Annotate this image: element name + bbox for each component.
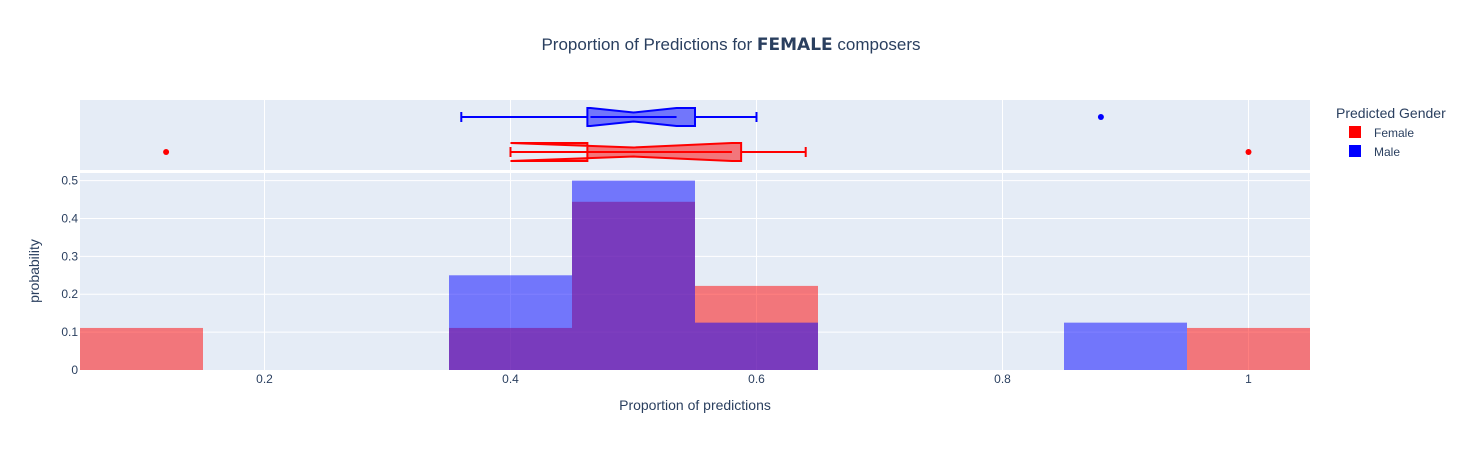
x-axis-title: Proportion of predictions — [619, 397, 771, 413]
legend: Predicted Gender Female Male — [1336, 105, 1446, 159]
hist-bar-female-4 — [1187, 327, 1310, 370]
x-tick-labels: 0.2 0.4 0.6 0.8 1 — [256, 372, 1252, 386]
x-tick-label: 0.6 — [748, 372, 765, 386]
hist-bar-male-2 — [695, 322, 818, 370]
hist-bar-male-0 — [449, 275, 572, 370]
hist-bar-male-3 — [1064, 322, 1187, 370]
box-outlier-female-1 — [1245, 149, 1252, 155]
x-tick-label: 1 — [1245, 372, 1252, 386]
box-outlier-male-0 — [1097, 114, 1104, 120]
legend-label-male: Male — [1374, 145, 1400, 159]
box-grid — [264, 100, 1249, 170]
y-tick-label: 0.2 — [61, 287, 78, 301]
y-tick-label: 0.3 — [61, 249, 78, 263]
chart-title-suffix: composers — [833, 35, 921, 54]
legend-swatch-female — [1349, 126, 1361, 138]
legend-title: Predicted Gender — [1336, 105, 1446, 121]
box-male — [460, 107, 1104, 127]
y-tick-labels: 0 0.1 0.2 0.3 0.4 0.5 — [61, 174, 78, 377]
hist-bars — [80, 180, 1310, 370]
hist-bar-male-1 — [572, 180, 695, 370]
box-marks — [163, 107, 1252, 162]
y-tick-label: 0.1 — [61, 325, 78, 339]
x-tick-label: 0.2 — [256, 372, 273, 386]
y-axis-title: probability — [26, 239, 42, 303]
legend-label-female: Female — [1374, 126, 1414, 140]
x-tick-label: 0.4 — [502, 372, 519, 386]
legend-item-male[interactable]: Male — [1349, 145, 1400, 159]
hist-bar-female-0 — [80, 327, 203, 370]
y-tick-label: 0 — [71, 363, 78, 377]
chart-title: Proportion of Predictions for FEMALE com… — [541, 35, 920, 55]
chart-title-bold: FEMALE — [757, 35, 833, 55]
x-tick-label: 0.8 — [994, 372, 1011, 386]
legend-swatch-male — [1349, 145, 1361, 157]
box-outlier-female-0 — [163, 149, 170, 155]
y-tick-label: 0.5 — [61, 174, 78, 188]
chart-title-prefix: Proportion of Predictions for — [541, 35, 756, 54]
legend-item-female[interactable]: Female — [1349, 126, 1414, 140]
y-tick-label: 0.4 — [61, 211, 78, 225]
box-female — [163, 142, 1252, 162]
